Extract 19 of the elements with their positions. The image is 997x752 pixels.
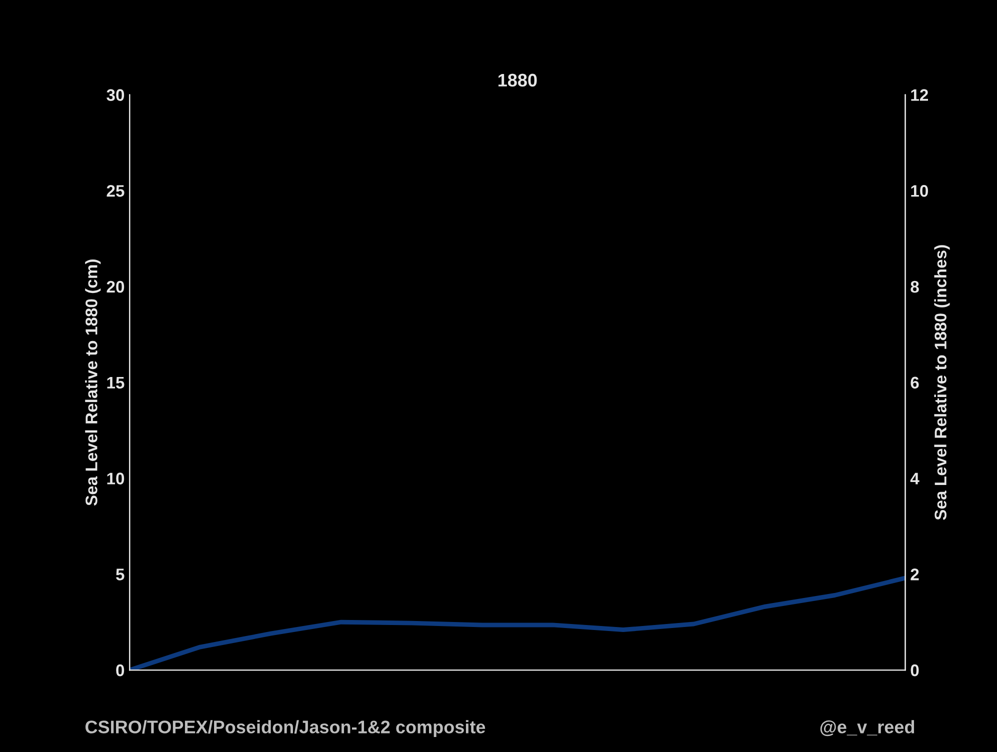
y-axis-title: Sea Level Relative to 1880 (cm) (85, 260, 101, 506)
y2-axis-title: Sea Level Relative to 1880 (inches) (934, 245, 950, 520)
chart-title: 1880 (498, 74, 537, 87)
y2-tick-label: 2 (910, 568, 919, 580)
y-tick-label: 15 (107, 376, 124, 389)
y-tick-label: 25 (106, 185, 124, 197)
y2-tick-label: 10 (911, 185, 928, 197)
y-tick-label: 0 (116, 664, 124, 676)
y2-tick-label: 12 (911, 89, 928, 101)
text: @e_v_reed (820, 720, 914, 736)
y2-tick-label: 8 (910, 280, 919, 293)
y2-tick-label: 6 (910, 376, 919, 389)
y-tick-label: 10 (107, 472, 124, 484)
y2-tick-label: 4 (910, 472, 920, 484)
text: CSIRO/TOPEX/Poseidon/Jason-1&2 composite (85, 720, 486, 737)
y2-tick-label: 0 (910, 664, 919, 676)
y-tick-label: 5 (116, 568, 124, 580)
y-tick-label: 20 (106, 280, 124, 293)
y-tick-label: 30 (106, 89, 124, 101)
